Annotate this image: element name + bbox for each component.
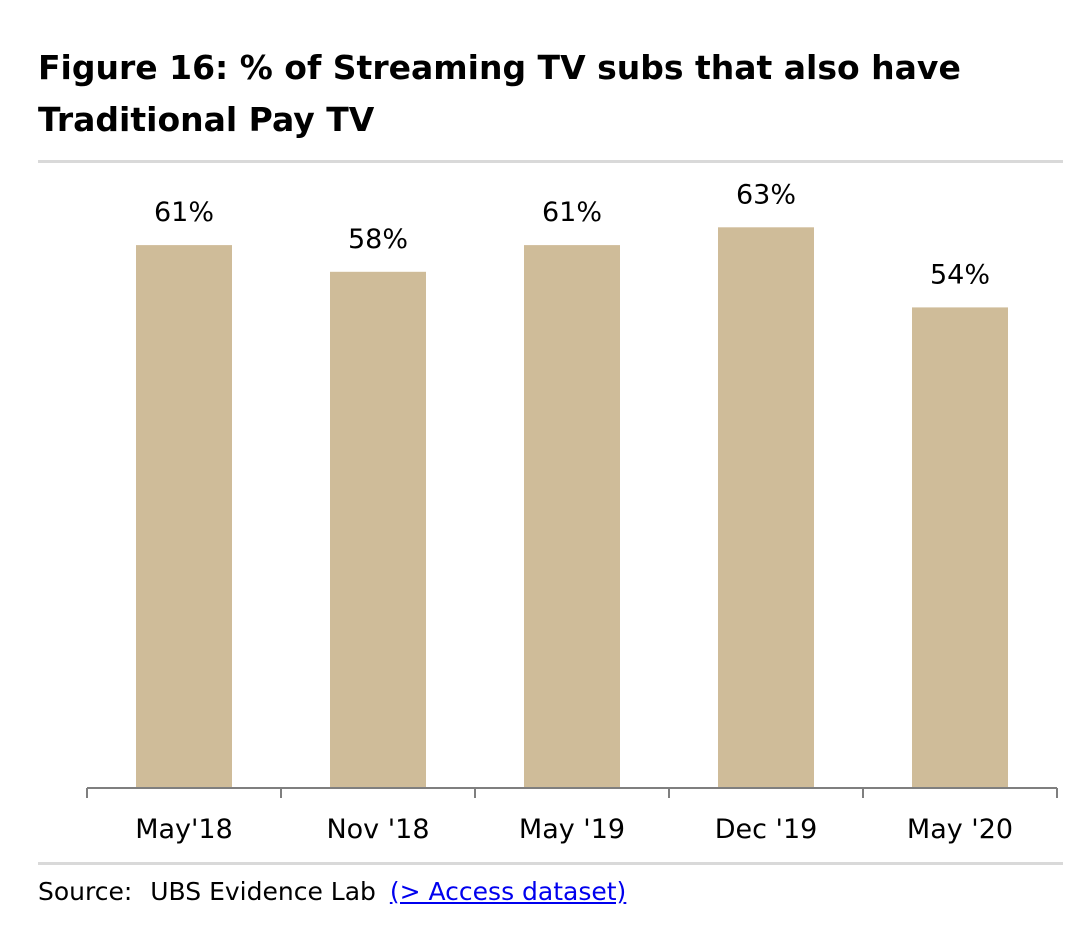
footer-divider [38,862,1063,865]
x-tick-label-1: Nov '18 [326,814,429,845]
data-label-4: 54% [930,259,990,290]
bar-4 [912,307,1008,788]
bars-layer [136,227,1008,789]
source-line: Source: UBS Evidence Lab (> Access datas… [38,874,626,910]
data-label-0: 61% [154,197,214,228]
x-tick-label-0: May'18 [135,814,233,845]
x-tick-labels-layer: May'18 Nov '18 May '19 Dec '19 May '20 [135,814,1013,845]
x-tick-label-3: Dec '19 [715,814,818,845]
access-dataset-link[interactable]: (> Access dataset) [389,877,627,906]
bar-2 [524,245,620,789]
title-divider [38,160,1063,163]
x-tick-label-2: May '19 [519,814,625,845]
bar-1 [330,271,426,788]
source-text: UBS Evidence Lab [150,877,376,906]
x-tick-label-4: May '20 [907,814,1013,845]
data-labels-layer: 61% 58% 61% 63% 54% [154,179,990,290]
x-axis [86,787,1058,798]
figure-title: Figure 16: % of Streaming TV subs that a… [38,48,961,139]
data-label-1: 58% [348,224,408,255]
data-label-2: 61% [542,197,602,228]
source-label: Source: [38,877,133,906]
bar-0 [136,245,232,789]
data-label-3: 63% [736,179,796,210]
bar-3 [718,227,814,789]
